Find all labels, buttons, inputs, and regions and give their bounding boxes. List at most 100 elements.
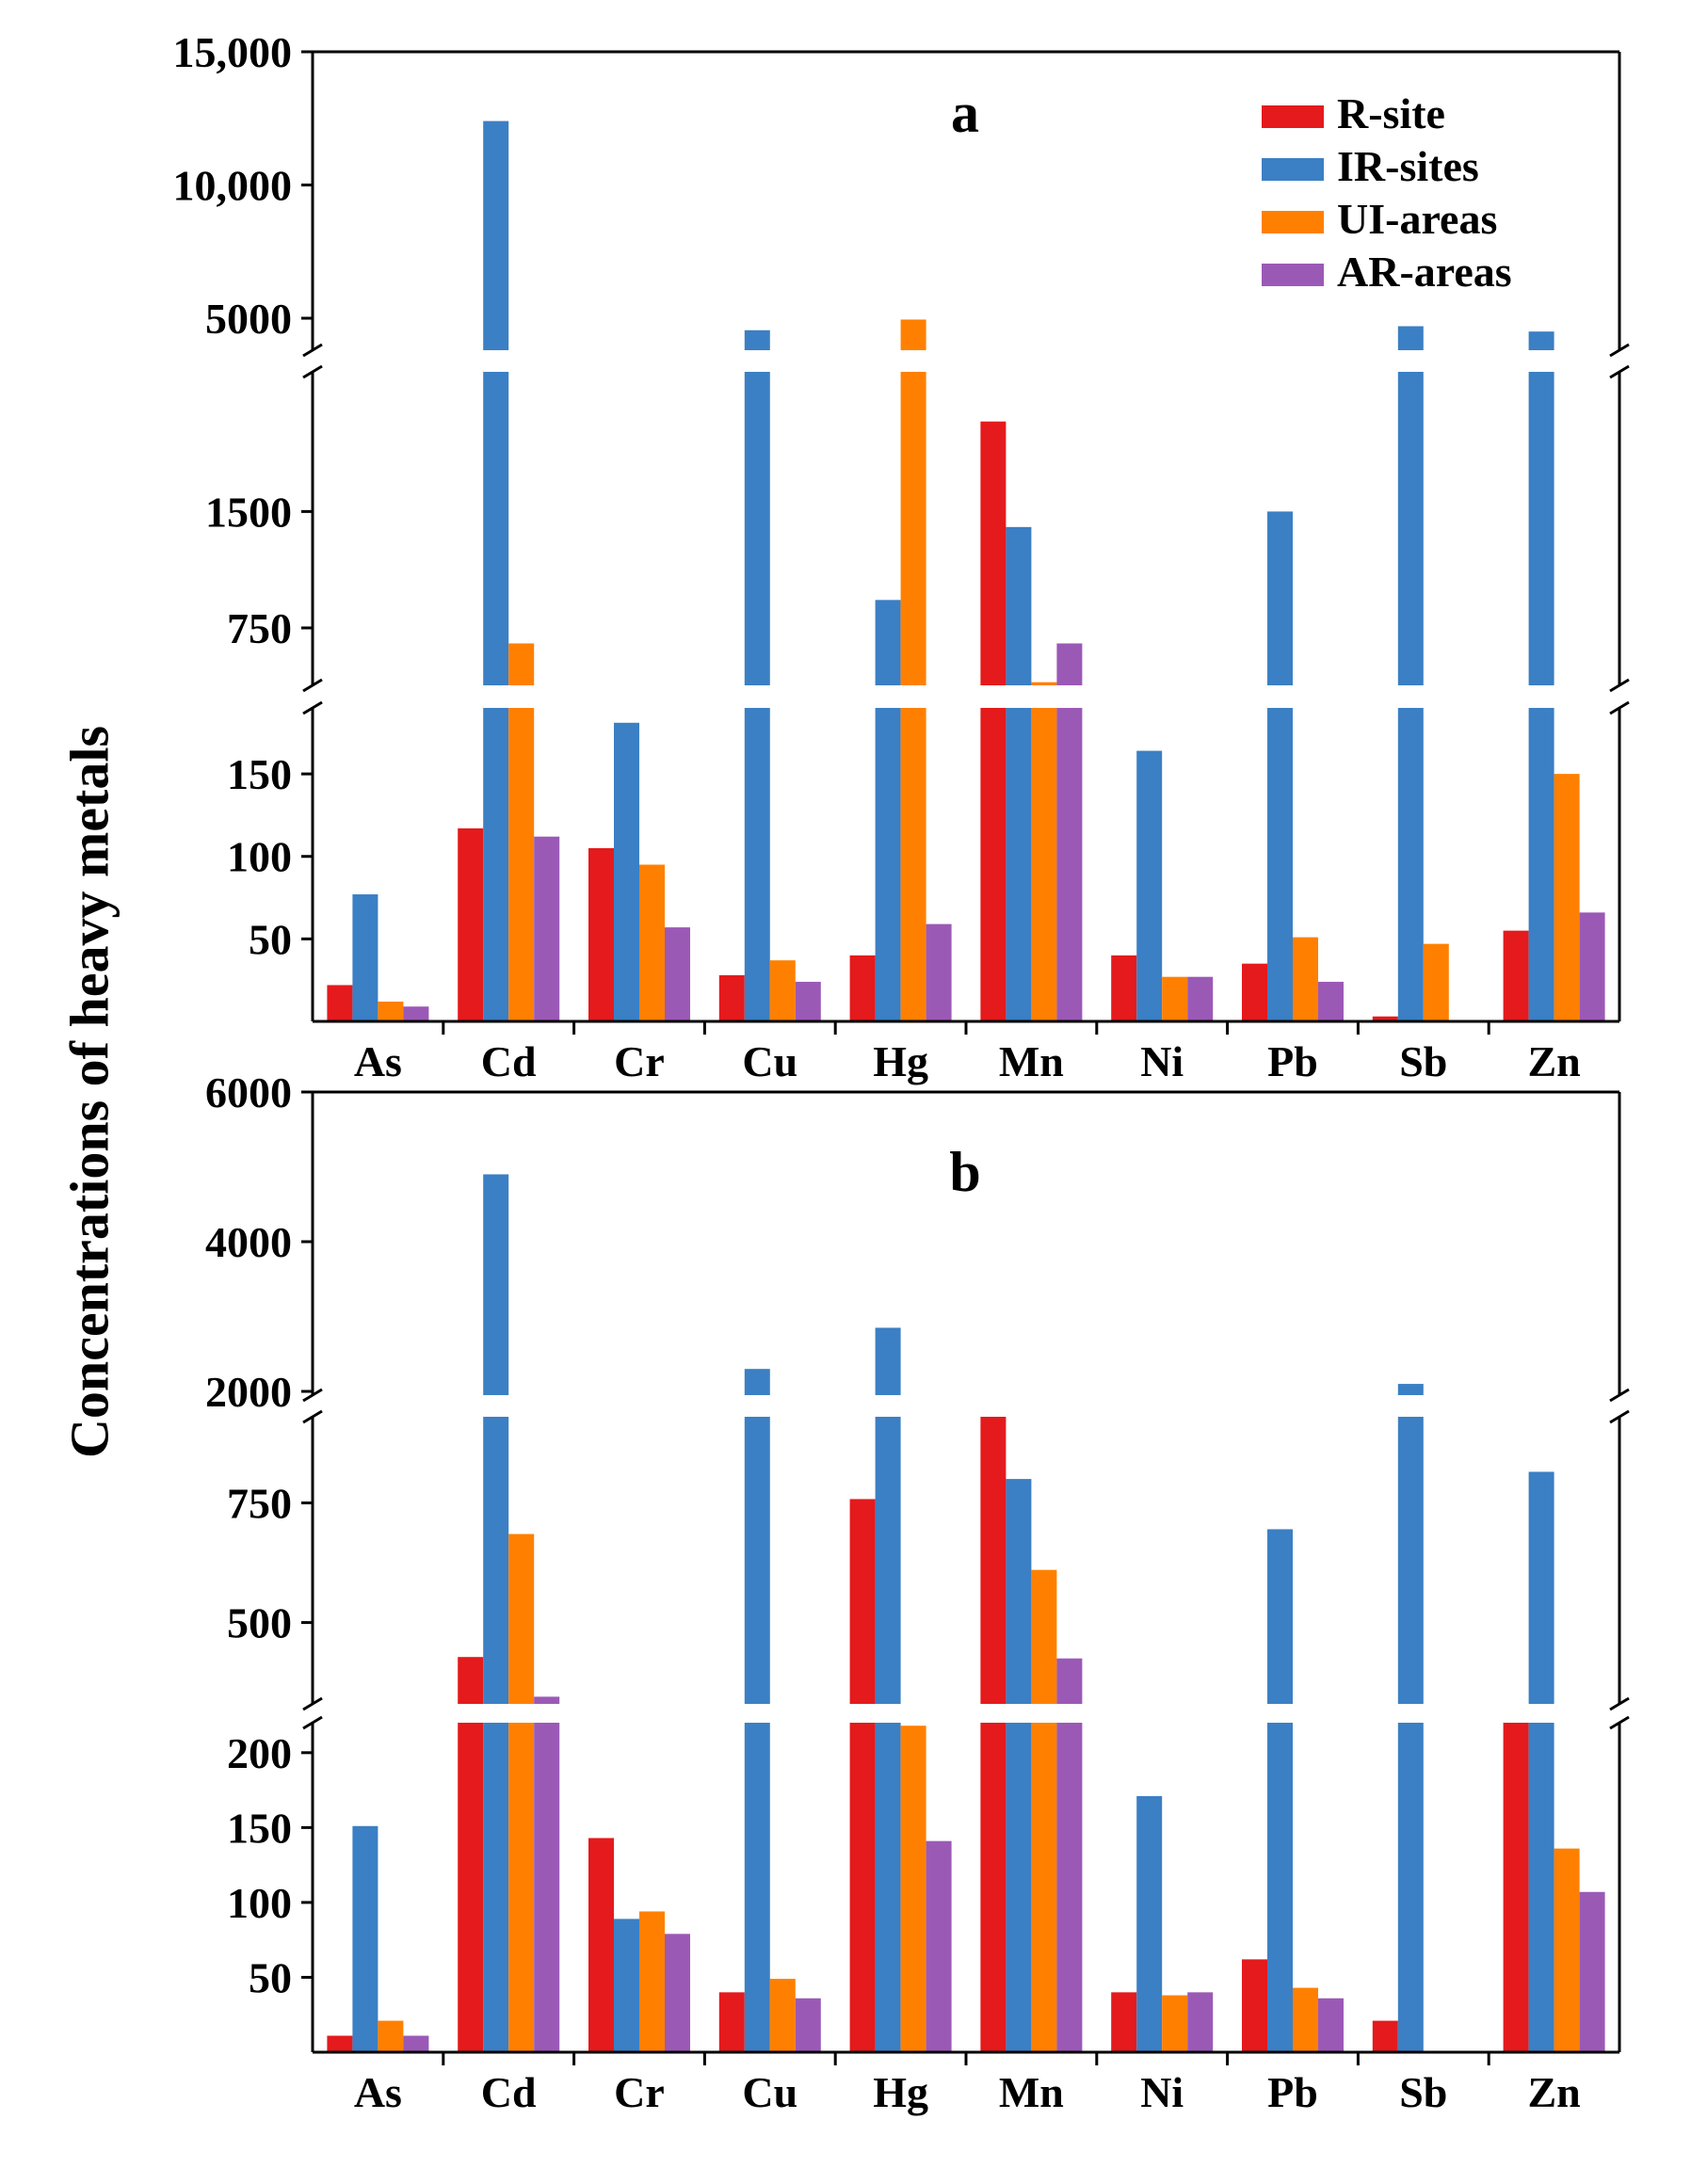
bar-zn-r-site	[1503, 930, 1529, 1021]
y-tick-label: 6000	[205, 1068, 292, 1116]
bar-sb-ir-sites	[1397, 708, 1424, 1021]
legend-swatch-ir-sites	[1262, 158, 1324, 181]
bar-cr-r-site	[588, 847, 614, 1021]
bar-mn-ir-sites-seg1	[1006, 1479, 1032, 1704]
bar-cd-r-site-seg1	[458, 1657, 484, 1704]
bar-sb-ir-sites-seg2	[1397, 1384, 1424, 1395]
bar-as-ui-areas	[378, 1001, 404, 1021]
bar-sb-ir-sites-seg1	[1397, 1417, 1424, 1704]
y-tick-label: 15,000	[173, 28, 293, 76]
bar-mn-ui-areas-seg1	[1031, 1569, 1057, 1704]
bar-zn-ui-areas	[1554, 1848, 1580, 2052]
bar-cd-ui-areas-seg1	[508, 1534, 535, 1704]
axis-break-mark	[302, 343, 323, 358]
bar-cu-ir-sites-seg1	[744, 372, 770, 685]
x-tick-label-mn: Mn	[999, 2068, 1064, 2116]
bar-ni-r-site	[1111, 1992, 1137, 2052]
panel-a: 50 100 150 750 1500 5000 10,000 15,000 As Cd Cr Cu H…	[173, 28, 1630, 1085]
bar-as-ar-areas	[403, 2035, 429, 2052]
bar-sb-ir-sites-seg1	[1397, 372, 1424, 685]
bar-cd-r-site	[458, 827, 484, 1021]
bar-sb-r-site	[1372, 2020, 1398, 2052]
bar-cr-ui-areas	[639, 864, 665, 1021]
bar-as-r-site	[327, 2035, 353, 2052]
bar-zn-ir-sites	[1528, 1723, 1554, 2052]
bar-cu-ar-areas	[795, 981, 821, 1021]
axis-break-mark	[302, 700, 323, 715]
bar-ni-ir-sites	[1136, 750, 1163, 1021]
bar-ni-r-site	[1111, 955, 1137, 1021]
x-tick-label-mn: Mn	[999, 1037, 1064, 1085]
legend-swatch-ar-areas	[1262, 264, 1324, 286]
bar-mn-ar-areas-seg1	[1056, 1658, 1083, 1704]
bar-pb-r-site	[1242, 963, 1267, 1021]
bar-cu-r-site	[718, 1992, 745, 2052]
axis-break-mark	[302, 1715, 323, 1730]
bar-pb-ar-areas	[1318, 981, 1344, 1021]
y-tick-label: 10,000	[173, 162, 293, 210]
bar-pb-ir-sites	[1267, 708, 1293, 1021]
bar-mn-ui-areas-seg1	[1031, 682, 1057, 685]
bar-mn-r-site	[980, 1723, 1007, 2052]
y-tick-label: 2000	[205, 1368, 292, 1416]
bar-as-ui-areas	[378, 2020, 404, 2052]
bar-cr-r-site	[588, 1838, 614, 2052]
x-tick-label-cr: Cr	[614, 1037, 665, 1085]
bar-sb-ir-sites-seg2	[1397, 326, 1424, 350]
bar-mn-ar-areas	[1056, 1723, 1083, 2052]
x-tick-label-cd: Cd	[481, 2068, 537, 2116]
bar-cu-ir-sites	[744, 1723, 770, 2052]
bar-hg-ir-sites	[875, 1723, 901, 2052]
bar-cd-ir-sites-seg1	[483, 372, 509, 685]
bar-pb-r-site	[1242, 1959, 1267, 2052]
bar-cu-ir-sites-seg2	[744, 329, 770, 350]
panel-label-a: a	[951, 82, 979, 144]
bar-cr-ui-areas	[639, 1911, 665, 2052]
bar-mn-r-site-seg1	[980, 1417, 1007, 1704]
bar-zn-ar-areas	[1579, 912, 1605, 1021]
legend-swatch-ui-areas	[1262, 211, 1324, 233]
bar-cr-ir-sites	[614, 722, 639, 1021]
bar-mn-ir-sites	[1006, 708, 1032, 1021]
y-tick-label: 50	[249, 1953, 292, 2001]
y-tick-label: 500	[227, 1599, 292, 1647]
bar-cd-ir-sites	[483, 1723, 509, 2052]
bar-ni-ui-areas	[1162, 976, 1188, 1021]
bar-mn-ar-areas	[1056, 708, 1083, 1021]
bar-mn-r-site-seg1	[980, 421, 1007, 685]
bar-pb-ir-sites	[1267, 1723, 1293, 2052]
bar-ni-ar-areas	[1187, 976, 1214, 1021]
bar-sb-ir-sites	[1397, 1723, 1424, 2052]
bar-zn-ir-sites-seg1	[1528, 1471, 1554, 1704]
y-tick-label: 750	[227, 604, 292, 652]
y-tick-label: 150	[227, 750, 292, 798]
axis-break-mark	[1609, 364, 1630, 379]
x-tick-label-zn: Zn	[1527, 2068, 1580, 2116]
axis-break-mark	[302, 1696, 323, 1711]
bar-mn-r-site	[980, 708, 1007, 1021]
y-tick-label: 150	[227, 1804, 292, 1852]
y-tick-label: 750	[227, 1480, 292, 1528]
bar-cd-ui-areas	[508, 1723, 535, 2052]
bar-cd-r-site	[458, 1723, 484, 2052]
y-tick-label: 100	[227, 1879, 292, 1927]
x-tick-label-zn: Zn	[1527, 1037, 1580, 1085]
bar-hg-r-site-seg1	[849, 1499, 876, 1704]
bar-hg-ir-sites-seg2	[875, 1327, 901, 1395]
x-tick-label-hg: Hg	[873, 1037, 928, 1085]
bar-cu-ir-sites-seg2	[744, 1369, 770, 1395]
axis-break-mark	[302, 364, 323, 379]
bar-hg-ui-areas-seg1	[900, 372, 926, 685]
y-tick-label: 50	[249, 915, 292, 963]
axis-break-mark	[302, 678, 323, 693]
panel-label-b: b	[949, 1141, 980, 1203]
x-tick-label-sb: Sb	[1399, 1037, 1447, 1085]
bar-ni-ir-sites	[1136, 1795, 1163, 2052]
y-tick-label: 200	[227, 1729, 292, 1777]
y-tick-label: 4000	[205, 1218, 292, 1266]
bar-cu-ui-areas	[769, 960, 796, 1021]
bar-zn-ir-sites-seg1	[1528, 372, 1554, 685]
bar-hg-ui-areas-seg2	[900, 319, 926, 350]
y-tick-label: 1500	[205, 488, 292, 536]
